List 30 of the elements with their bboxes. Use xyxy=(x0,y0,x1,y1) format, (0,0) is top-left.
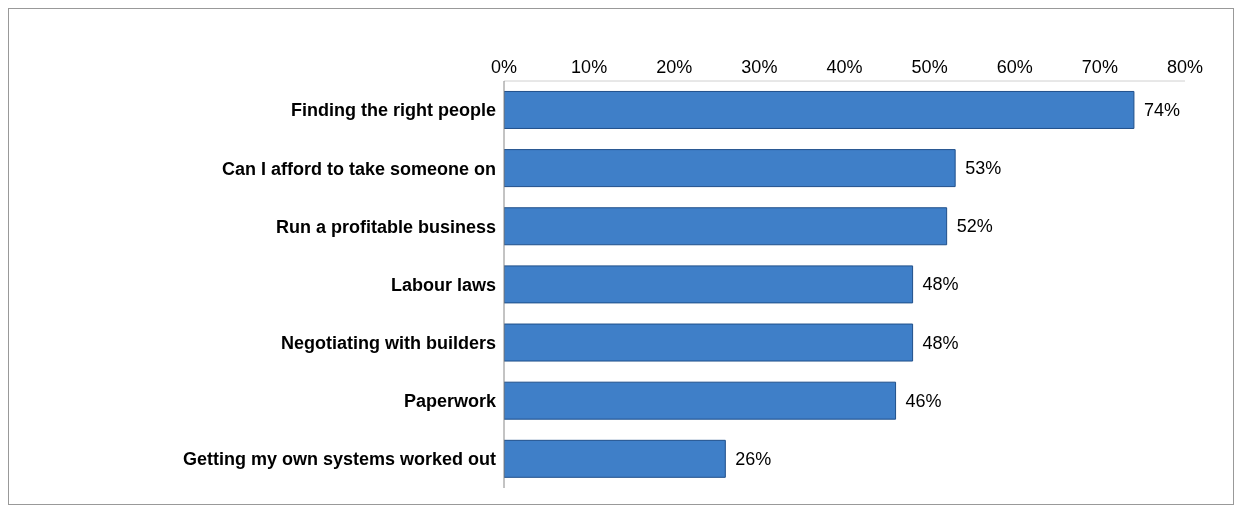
data-label: 46% xyxy=(905,390,942,411)
y-tick-label: Can I afford to take someone on xyxy=(221,158,496,179)
data-label: 26% xyxy=(735,448,772,469)
x-tick-label: 10% xyxy=(571,57,608,77)
x-tick-label: 30% xyxy=(741,57,778,77)
y-tick-label: Getting my own systems worked out xyxy=(182,449,496,470)
y-tick-label: Paperwork xyxy=(403,391,497,412)
data-label: 48% xyxy=(922,274,959,295)
x-tick-label: 0% xyxy=(490,57,518,77)
bar xyxy=(504,381,897,420)
y-tick-label: Finding the right people xyxy=(291,100,496,121)
x-tick-label: 50% xyxy=(911,57,948,77)
data-label: 53% xyxy=(965,158,1002,179)
x-tick-label: 70% xyxy=(1081,57,1118,77)
data-label: 52% xyxy=(956,216,993,237)
bar xyxy=(504,149,956,188)
y-tick-label: Run a profitable business xyxy=(275,216,496,237)
x-tick-label: 80% xyxy=(1166,57,1204,77)
bar xyxy=(504,207,948,246)
bar xyxy=(504,90,1135,129)
y-tick-label: Labour laws xyxy=(390,274,496,295)
x-tick-label: 60% xyxy=(996,57,1033,77)
bar xyxy=(504,323,914,362)
y-tick-label: Negotiating with builders xyxy=(281,333,496,354)
data-label: 74% xyxy=(1143,99,1180,120)
data-label: 48% xyxy=(922,332,959,353)
x-tick-label: 20% xyxy=(656,57,693,77)
bar xyxy=(504,439,726,478)
bar xyxy=(504,265,914,304)
x-tick-label: 40% xyxy=(826,57,863,77)
